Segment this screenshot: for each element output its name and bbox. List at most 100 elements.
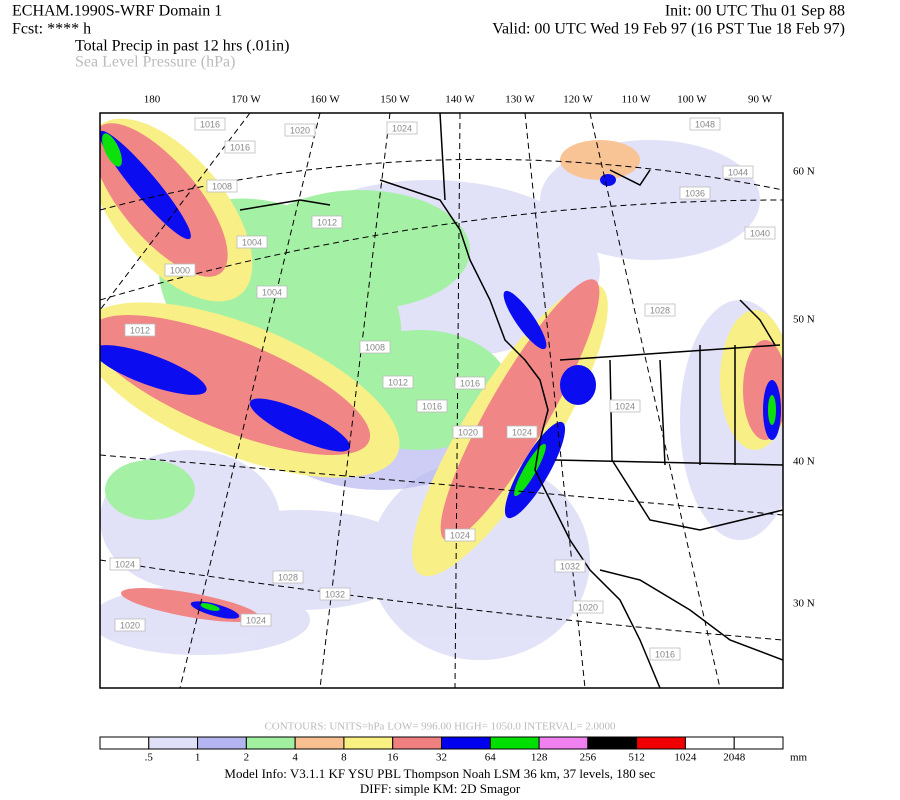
- colorbar-swatch: [489, 736, 540, 750]
- isobar-label: 1020: [458, 427, 478, 437]
- isobar-label-box: [572, 600, 604, 614]
- colorbar-swatch: [245, 736, 296, 750]
- isobar-label-box: [679, 186, 711, 200]
- isobar-label-box: [416, 399, 448, 413]
- isobar-label-box: [506, 425, 538, 439]
- isobar-label-box: [256, 285, 288, 299]
- colorbar-label: 512: [628, 752, 645, 764]
- longitude-label: 180: [144, 94, 161, 106]
- field-primary: Total Precip in past 12 hrs (.01in): [75, 38, 289, 55]
- isobar-label-box: [240, 613, 272, 627]
- isobar-label: 1024: [246, 615, 266, 625]
- isobar-label-box: [311, 215, 343, 229]
- longitude-label: 130 W: [505, 94, 535, 106]
- colorbar-label: 1: [195, 752, 201, 764]
- colorbar-label: 2: [244, 752, 250, 764]
- colorbar-swatch: [538, 736, 589, 750]
- colorbar-swatch: [148, 736, 199, 750]
- isobar-label: 1012: [317, 217, 337, 227]
- colorbar-swatch: [294, 736, 345, 750]
- latitude-label: 30 N: [793, 598, 815, 610]
- isobar-label-box: [744, 226, 776, 240]
- latitude-labels: 60 N 50 N 40 N 30 N: [793, 166, 815, 610]
- longitude-label: 100 W: [677, 94, 707, 106]
- colorbar-swatch: [636, 736, 686, 750]
- isobar-label: 1020: [290, 125, 310, 135]
- isobar-label: 1016: [655, 649, 675, 659]
- isobar-label: 1024: [115, 559, 135, 569]
- isobar-label: 1016: [460, 378, 480, 388]
- latitude-label: 40 N: [793, 456, 815, 468]
- colorbar-swatch: [392, 736, 443, 750]
- map-area: 1016 1020 1024 1016 1008 1012 1004 1000 1004 1012…: [100, 113, 783, 688]
- diff-info: DIFF: simple KM: 2D Smagor: [360, 781, 521, 796]
- isobar-label: 1048: [695, 119, 715, 129]
- isobar-label-box: [386, 121, 418, 135]
- longitude-label: 150 W: [380, 94, 410, 106]
- colorbar-swatch: [197, 736, 247, 750]
- isobar-label: 1016: [422, 401, 442, 411]
- isobar-label-box: [124, 323, 156, 337]
- isobar-label-box: [114, 618, 146, 632]
- colorbar-label: 32: [436, 752, 447, 764]
- init-time: Init: 00 UTC Thu 01 Sep 88: [665, 3, 845, 20]
- isobar-label-box: [609, 399, 641, 413]
- isobar-label: 1024: [392, 123, 412, 133]
- isobar-label-box: [452, 425, 484, 439]
- model-title: ECHAM.1990S-WRF Domain 1: [12, 3, 222, 20]
- longitude-labels: 180 170 W 160 W 150 W 140 W 130 W 120 W 110 W 10…: [144, 94, 773, 106]
- precip-fields: [100, 118, 783, 660]
- isobar-label-box: [164, 263, 196, 277]
- isobar-label: 1024: [512, 427, 532, 437]
- isobar-label-box: [722, 165, 754, 179]
- isobar-label: 1028: [650, 305, 670, 315]
- isobar-label: 1000: [170, 265, 190, 275]
- valid-time: Valid: 00 UTC Wed 19 Feb 97 (16 PST Tue …: [492, 21, 845, 38]
- isobar-label: 1020: [120, 620, 140, 630]
- isobar-label: 1044: [728, 167, 748, 177]
- isobar-label: 1032: [560, 561, 580, 571]
- isobar-labels: 1016 1020 1024 1016 1008 1012 1004 1000 1004 1012…: [109, 117, 776, 661]
- colorbar-unit: mm: [790, 752, 808, 764]
- colorbar-swatch: [99, 736, 150, 750]
- colorbar-label: 64: [485, 752, 497, 764]
- isobar-label: 1028: [278, 572, 298, 582]
- isobar-label: 1032: [325, 589, 345, 599]
- isobar-label: 1008: [365, 342, 385, 352]
- isobar-label: 1036: [685, 188, 705, 198]
- latitude-label: 60 N: [793, 166, 815, 178]
- isobar-label: 1012: [130, 325, 150, 335]
- isobar-label-box: [236, 235, 268, 249]
- isobar-label-box: [454, 376, 486, 390]
- isobar-label: 1008: [212, 181, 232, 191]
- longitude-label: 160 W: [310, 94, 340, 106]
- forecast-hour: Fcst: **** h: [12, 21, 91, 38]
- isobar-label-box: [554, 559, 586, 573]
- colorbar-swatch: [733, 736, 784, 750]
- isobar-label: 1012: [388, 377, 408, 387]
- isobar-label-box: [359, 340, 391, 354]
- longitude-label: 140 W: [445, 94, 475, 106]
- isobar-label-box: [649, 647, 681, 661]
- longitude-label: 110 W: [621, 94, 651, 106]
- colorbar-swatch: [587, 736, 638, 750]
- map-frame: [99, 112, 784, 689]
- colorbar-label: 2048: [723, 752, 746, 764]
- isobar-label-box: [444, 528, 476, 542]
- isobar-label: 1040: [750, 228, 770, 238]
- isobar-label: 1016: [200, 119, 220, 129]
- isobar-label: 1024: [450, 530, 470, 540]
- longitude-label: 90 W: [748, 94, 773, 106]
- colorbar-label: 8: [341, 752, 347, 764]
- colorbar-label: .5: [145, 752, 154, 764]
- isobar-label-box: [224, 140, 256, 154]
- isobar-label: 1004: [242, 237, 262, 247]
- colorbar-label: 256: [580, 752, 597, 764]
- isobar-label-box: [644, 303, 676, 317]
- longitude-label: 170 W: [231, 94, 261, 106]
- isobar-label: 1004: [262, 287, 282, 297]
- contour-info: CONTOURS: UNITS=hPa LOW= 996.00 HIGH= 10…: [264, 721, 616, 733]
- colorbar-swatch: [343, 736, 394, 750]
- isobar-label-box: [194, 117, 226, 131]
